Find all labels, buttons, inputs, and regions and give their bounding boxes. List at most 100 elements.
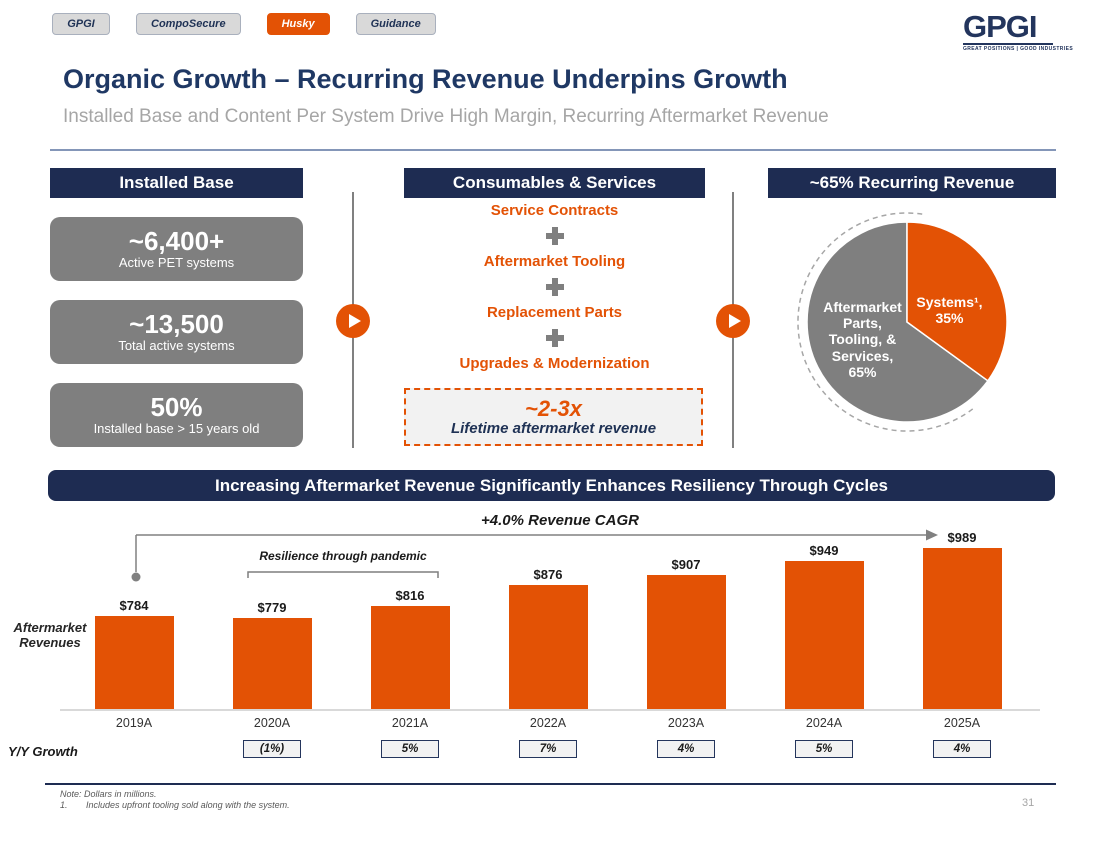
bar-chart: $784 $779 $816 $876 $907 $949 $989 [65,519,1031,709]
flow-arrow-icon [336,304,370,338]
consumable-item: Aftermarket Tooling [483,253,626,270]
x-tick-label: 2025A [943,716,981,730]
growth-cell: 5% [341,740,479,758]
stat-caption: Total active systems [118,338,235,354]
growth-value-badge: 5% [381,740,439,758]
nav-tab-guidance[interactable]: Guidance [355,13,436,35]
footnote-number: 1. [60,800,68,810]
stat-value: ~13,500 [129,308,224,339]
bar-value-label: $907 [671,557,701,572]
installed-base-header: Installed Base [50,168,303,198]
lifetime-revenue-multiple: ~2-3x [525,395,582,421]
nav-tabs: GPGI CompoSecure Husky Guidance [52,13,436,35]
pie-dashed-arc [797,212,975,432]
header-divider [50,149,1056,151]
consumable-item: Service Contracts [490,202,619,219]
chart-x-tick-labels: 2019A 2020A 2021A 2022A 2023A 2024A 2025A [65,716,1031,730]
lifetime-revenue-caption: Lifetime aftermarket revenue [450,420,657,438]
pie-label-systems: Systems¹, 35% [916,294,983,327]
growth-value-badge: (1%) [243,740,301,758]
consumable-item: Replacement Parts [486,304,623,321]
page-number: 31 [1022,797,1035,809]
x-tick-label: 2023A [667,716,705,730]
bar [508,585,588,709]
growth-cell: (1%) [203,740,341,758]
bar-value-label: $949 [809,542,839,558]
plus-icon [545,227,564,245]
play-triangle-icon [729,314,741,328]
bar-column-2023a: $907 [617,557,755,709]
arrow-origin-dot [131,572,141,582]
stat-caption: Installed base > 15 years old [93,421,260,437]
bar [646,575,726,709]
growth-row: (1%) 5% 7% 4% 5% 4% [65,740,1031,758]
pie-slice-aftermarket [806,221,989,423]
bar [232,618,312,709]
growth-value-badge: 7% [519,740,577,758]
bar [784,560,864,709]
bar-column-2021a: $816 [341,588,479,709]
bar [94,616,174,709]
pie-svg [797,212,1008,432]
nav-tab-composecure[interactable]: CompoSecure [136,13,241,35]
arrow-head-icon [926,529,938,541]
section-banner: Increasing Aftermarket Revenue Significa… [48,470,1055,501]
logo-text: GPGI [963,9,1038,44]
x-tick-label: 2020A [253,716,291,730]
play-triangle-icon [349,314,361,328]
plus-icon [545,278,564,296]
stat-caption: Active PET systems [118,255,235,271]
stat-box: 50% Installed base > 15 years old [50,383,303,447]
consumables-header: Consumables & Services [404,168,705,198]
footnote-item: 1. Includes upfront tooling sold along w… [60,800,290,810]
footnote-note: Note: Dollars in millions. [60,789,157,799]
bar [370,605,450,709]
stat-box: ~13,500 Total active systems [50,300,303,364]
installed-base-stats: ~6,400+ Active PET systems ~13,500 Total ac… [50,217,303,447]
consumables-list: Service Contracts Aftermarket Tooling Repl… [404,202,705,372]
bar-column-2025a: $989 [893,530,1031,709]
pandemic-annotation: Resilience through pandemic [259,549,427,563]
bar-value-label: $779 [257,600,287,615]
company-logo: GPGI GREAT POSITIONS | GOOD INDUSTRIES [963,9,1073,52]
stat-box: ~6,400+ Active PET systems [50,217,303,281]
bar-value-label: $876 [533,567,563,583]
growth-row-label: Y/Y Growth [8,744,78,759]
page-title: Organic Growth – Recurring Revenue Under… [63,64,788,94]
flow-arrow-icon [716,304,750,338]
plus-icon [545,329,564,347]
footnote-text: Includes upfront tooling sold along with… [86,800,290,810]
footer-divider [45,783,1056,785]
x-tick-label: 2022A [529,716,567,730]
bar-value-label: $816 [395,587,425,603]
pandemic-bracket [247,571,439,578]
growth-value-badge: 5% [795,740,853,758]
bar-value-label: $784 [119,598,149,614]
growth-cell: 4% [893,740,1031,758]
growth-cell: 7% [479,740,617,758]
stat-value: 50% [150,391,203,422]
growth-cell: 4% [617,740,755,758]
nav-tab-gpgi[interactable]: GPGI [52,13,110,35]
growth-cell: 5% [755,740,893,758]
bar-column-2022a: $876 [479,567,617,709]
cagr-annotation: +4.0% Revenue CAGR [481,512,639,529]
pie-slice-systems [906,221,1008,382]
pie-label-aftermarket: Aftermarket Parts, Tooling, & Services, … [823,299,902,380]
bar-column-2020a: $779 [203,600,341,709]
bar-column-2019a: $784 [65,598,203,709]
cagr-arrow [131,529,938,582]
chart-x-axis [60,709,1040,711]
nav-tab-husky[interactable]: Husky [266,13,330,35]
consumable-item: Upgrades & Modernization [459,355,650,372]
stat-value: ~6,400+ [128,225,225,256]
bar [922,547,1002,709]
growth-value-badge: 4% [933,740,991,758]
recurring-revenue-pie-chart [797,212,1017,432]
bar-column-2024a: $949 [755,543,893,709]
logo-tagline: GREAT POSITIONS | GOOD INDUSTRIES [963,43,1073,52]
recurring-revenue-header: ~65% Recurring Revenue [768,168,1056,198]
page-subtitle: Installed Base and Content Per System Dr… [63,106,829,127]
x-tick-label: 2019A [115,716,153,730]
